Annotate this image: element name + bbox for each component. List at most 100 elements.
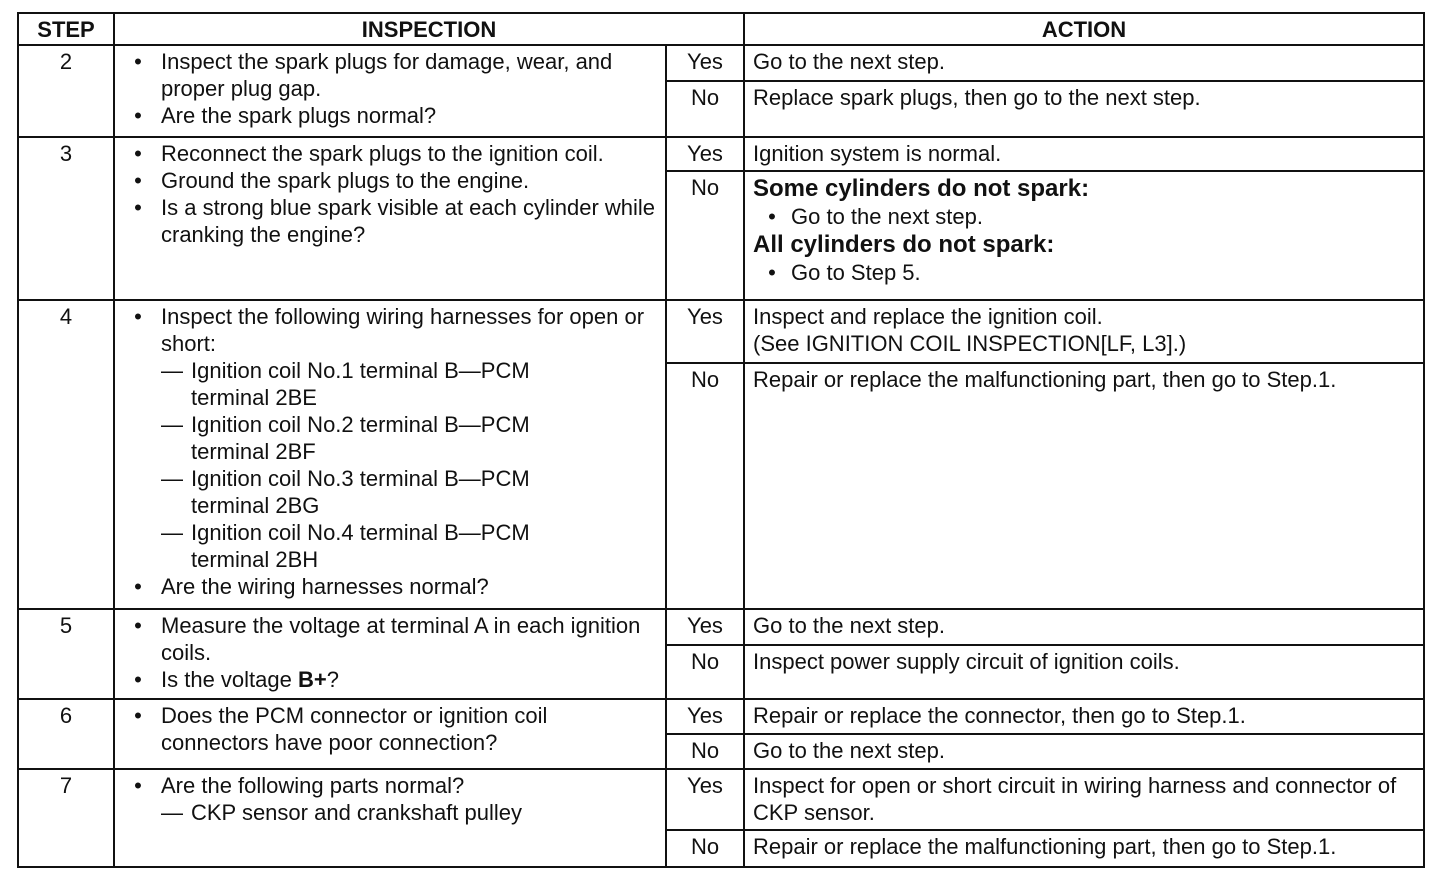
inspection-bullet-text: Inspect the following wiring harnesses f… bbox=[161, 303, 659, 357]
no-action-cell: Repair or replace the malfunctioning par… bbox=[743, 362, 1425, 610]
troubleshooting-table: STEP INSPECTION ACTION 2 • Inspect the spa… bbox=[17, 12, 1425, 868]
inspection-bullet-text: Are the wiring harnesses normal? bbox=[161, 573, 489, 600]
step-number: 2 bbox=[17, 44, 115, 138]
inspection-bullet-item: • Reconnect the spark plugs to the igniti… bbox=[115, 140, 659, 167]
bullet-icon: • bbox=[134, 141, 142, 166]
step-number: 4 bbox=[17, 299, 115, 610]
inspection-text: Does the PCM connector or ignition coil … bbox=[161, 703, 548, 755]
bullet-icon: • bbox=[134, 168, 142, 193]
dash-icon: — bbox=[161, 466, 183, 491]
inspection-cell: • Inspect the spark plugs for damage, wea… bbox=[113, 44, 667, 138]
inspection-cell: • Does the PCM connector or ignition coil… bbox=[113, 698, 667, 770]
step-row-yes: 7 • Are the following parts normal? — CKP se… bbox=[17, 768, 1425, 868]
action-bullet-text: Go to the next step. bbox=[791, 204, 984, 229]
bullet-icon: • bbox=[134, 667, 142, 692]
yes-action-cell: Inspect for open or short circuit in wir… bbox=[743, 768, 1425, 831]
inspection-bullet-text: Inspect the spark plugs for damage, wear… bbox=[161, 48, 659, 102]
step-row-no: No Inspect power supply circuit of igniti… bbox=[18, 644, 1425, 700]
dash-icon: — bbox=[161, 800, 183, 825]
inspection-bullet-item: • Is a strong blue spark visible at each … bbox=[115, 194, 659, 248]
inspection-text: Is a strong blue spark visible at each c… bbox=[161, 195, 656, 247]
header-row: STEP INSPECTION ACTION bbox=[17, 12, 1425, 46]
no-label: No bbox=[665, 733, 745, 770]
bullet-icon: • bbox=[134, 49, 142, 74]
no-action-cell: Some cylinders do not spark: • Go to the n… bbox=[743, 170, 1425, 301]
dash-icon: — bbox=[161, 412, 183, 437]
yes-action-cell: Repair or replace the connector, then go… bbox=[743, 698, 1425, 735]
step-number: 6 bbox=[17, 698, 115, 770]
no-action-cell: Go to the next step. bbox=[743, 733, 1425, 770]
inspection-cell: • Measure the voltage at terminal A in ea… bbox=[113, 608, 667, 700]
yes-action-cell: Go to the next step. bbox=[743, 44, 1425, 82]
header-step: STEP bbox=[17, 12, 115, 46]
inspection-text: Ground the spark plugs to the engine. bbox=[161, 168, 530, 193]
no-action-cell: Inspect power supply circuit of ignition… bbox=[743, 644, 1425, 700]
inspection-bullet-text: Is a strong blue spark visible at each c… bbox=[161, 194, 659, 248]
action-text: (See IGNITION COIL INSPECTION[LF, L3].) bbox=[753, 331, 1187, 356]
inspection-bold-text: B+ bbox=[297, 667, 327, 692]
action-bullet-item: • Go to the next step. bbox=[753, 203, 1415, 230]
inspection-bullet-item: • Inspect the following wiring harnesses … bbox=[115, 303, 659, 357]
bullet-icon: • bbox=[134, 613, 142, 638]
inspection-bullet-text: Ground the spark plugs to the engine. bbox=[161, 167, 529, 194]
inspection-cell: • Inspect the following wiring harnesses … bbox=[113, 299, 667, 610]
header-action: ACTION bbox=[743, 12, 1425, 46]
action-text: Repair or replace the malfunctioning par… bbox=[753, 367, 1337, 392]
action-text: Inspect power supply circuit of ignition… bbox=[753, 649, 1180, 674]
inspection-text: Are the wiring harnesses normal? bbox=[161, 574, 489, 599]
yes-label: Yes bbox=[665, 44, 745, 82]
bullet-icon: • bbox=[134, 304, 142, 329]
inspection-text: Measure the voltage at terminal A in eac… bbox=[161, 613, 641, 665]
no-action-cell: Repair or replace the malfunctioning par… bbox=[743, 829, 1425, 868]
inspection-bullet-text: Are the following parts normal? bbox=[161, 772, 464, 799]
inspection-cell: • Reconnect the spark plugs to the igniti… bbox=[113, 136, 667, 301]
no-label: No bbox=[665, 80, 745, 138]
inspection-text: Reconnect the spark plugs to the ignitio… bbox=[161, 141, 604, 166]
inspection-text-after: ? bbox=[326, 667, 339, 692]
inspection-bullet-text: Reconnect the spark plugs to the ignitio… bbox=[161, 140, 604, 167]
bullet-icon: • bbox=[768, 204, 776, 229]
inspection-text: Are the following parts normal? bbox=[161, 773, 465, 798]
step-row-yes: 3 • Reconnect the spark plugs to the ignit… bbox=[17, 136, 1425, 301]
inspection-bullet-text: Is the voltage B+? bbox=[161, 666, 339, 693]
step-row-yes: 4 • Inspect the following wiring harnesses… bbox=[17, 299, 1425, 610]
action-text: Go to the next step. bbox=[753, 738, 946, 763]
yes-label: Yes bbox=[665, 698, 745, 735]
yes-label: Yes bbox=[665, 136, 745, 172]
step-row-no: No Repair or replace the malfunctioning p… bbox=[18, 362, 1425, 610]
step-row-no: No Go to the next step. bbox=[18, 733, 1425, 770]
action-bullet-item: • Go to Step 5. bbox=[753, 259, 1415, 286]
bullet-icon: • bbox=[134, 703, 142, 728]
yes-label: Yes bbox=[665, 299, 745, 364]
inspection-dash-item: — Ignition coil No.3 terminal B—PCM termi… bbox=[115, 465, 659, 519]
step-row-no: No Replace spark plugs, then go to the ne… bbox=[18, 80, 1425, 138]
inspection-dash-text: Ignition coil No.4 terminal B—PCM termin… bbox=[191, 520, 530, 572]
inspection-dash-item: — Ignition coil No.4 terminal B—PCM termi… bbox=[115, 519, 659, 573]
inspection-dash-text: Ignition coil No.2 terminal B—PCM termin… bbox=[191, 412, 530, 464]
bullet-icon: • bbox=[134, 773, 142, 798]
action-text: Inspect and replace the ignition coil. bbox=[753, 304, 1103, 329]
inspection-dash-item: — Ignition coil No.2 terminal B—PCM termi… bbox=[115, 411, 659, 465]
action-text: Inspect for open or short circuit in wir… bbox=[753, 773, 1397, 825]
inspection-dash-item: — Ignition coil No.1 terminal B—PCM termi… bbox=[115, 357, 659, 411]
inspection-dash-item: — CKP sensor and crankshaft pulley bbox=[115, 799, 659, 826]
inspection-bullet-text: Are the spark plugs normal? bbox=[161, 102, 436, 129]
inspection-bullet-item: • Are the spark plugs normal? bbox=[115, 102, 659, 129]
inspection-dash-text: Ignition coil No.1 terminal B—PCM termin… bbox=[191, 358, 530, 410]
action-text: Repair or replace the connector, then go… bbox=[753, 703, 1246, 728]
yes-action-cell: Ignition system is normal. bbox=[743, 136, 1425, 172]
inspection-text: Are the spark plugs normal? bbox=[161, 103, 437, 128]
no-action-cell: Replace spark plugs, then go to the next… bbox=[743, 80, 1425, 138]
no-label: No bbox=[665, 170, 745, 301]
step-number: 3 bbox=[17, 136, 115, 301]
action-text: Go to the next step. bbox=[753, 49, 946, 74]
inspection-text: Inspect the spark plugs for damage, wear… bbox=[161, 49, 613, 101]
header-inspection: INSPECTION bbox=[113, 12, 745, 46]
yes-label: Yes bbox=[665, 768, 745, 831]
inspection-dash-text: CKP sensor and crankshaft pulley bbox=[191, 800, 522, 825]
step-number: 7 bbox=[17, 768, 115, 868]
step-row-no: No Some cylinders do not spark: • Go to the… bbox=[18, 170, 1425, 301]
bullet-icon: • bbox=[768, 260, 776, 285]
action-bullet-text: Go to Step 5. bbox=[791, 260, 921, 285]
step-number: 5 bbox=[17, 608, 115, 700]
